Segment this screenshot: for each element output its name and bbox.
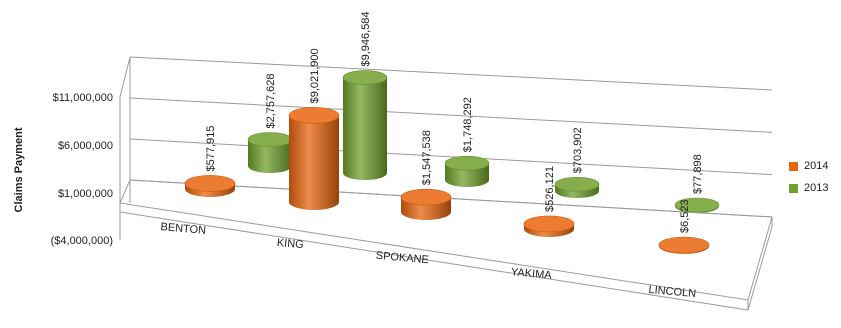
data-label-2014-spokane: $1,547,538 bbox=[421, 130, 433, 185]
bar-top-2013-lincoln bbox=[674, 197, 720, 213]
x-tick-label: YAKIMA bbox=[510, 266, 552, 282]
y-tick-label: $6,000,000 bbox=[58, 140, 113, 152]
wall-edge-top bbox=[119, 56, 131, 98]
data-label-2013-lincoln: $77,898 bbox=[692, 154, 704, 194]
bar-2013-benton bbox=[248, 139, 292, 173]
y-tick-label: $1,000,000 bbox=[58, 188, 113, 200]
legend-label-2014: 2014 bbox=[804, 160, 829, 172]
data-label-2014-benton: $577,915 bbox=[205, 126, 217, 172]
bar-2014-king bbox=[289, 115, 339, 210]
bar-top-2013-yakima bbox=[554, 176, 600, 192]
floor-edge-right bbox=[747, 226, 773, 311]
x-tick-label: BENTON bbox=[160, 221, 207, 237]
legend-item-2013: 2013 bbox=[789, 177, 828, 199]
data-label-2013-benton: $2,757,628 bbox=[265, 73, 277, 128]
bar-top-2014-benton bbox=[184, 175, 236, 192]
x-tick-label: KING bbox=[276, 237, 304, 251]
data-label-2013-spokane: $1,748,292 bbox=[462, 97, 474, 152]
y-tick-label: $11,000,000 bbox=[53, 92, 113, 104]
bar-top-2014-spokane bbox=[400, 188, 452, 206]
gridline bbox=[129, 97, 773, 133]
bar-top-2013-king bbox=[342, 70, 388, 85]
legend-swatch-2013 bbox=[789, 183, 798, 193]
legend-label-2013: 2013 bbox=[804, 182, 829, 194]
data-label-2013-king: $9,946,584 bbox=[360, 11, 372, 66]
bar-top-2014-lincoln bbox=[658, 236, 710, 254]
gridline bbox=[129, 56, 773, 91]
y-tick-label: ($4,000,000) bbox=[51, 235, 113, 247]
legend: 2014 2013 bbox=[789, 155, 828, 199]
x-tick-label: SPOKANE bbox=[375, 250, 429, 267]
y-axis-title: Claims Payment bbox=[13, 127, 25, 212]
gridline bbox=[129, 138, 773, 176]
floor-edge bbox=[119, 203, 749, 311]
data-label-2014-king: $9,021,900 bbox=[309, 48, 321, 103]
legend-item-2014: 2014 bbox=[789, 155, 828, 177]
data-label-2014-yakima: $526,121 bbox=[544, 166, 556, 212]
x-tick-label: LINCOLN bbox=[648, 284, 697, 300]
bar-2013-king bbox=[343, 77, 387, 180]
bar-top-2013-spokane bbox=[444, 155, 490, 171]
bar-top-2014-yakima bbox=[523, 215, 575, 233]
legend-swatch-2014 bbox=[789, 161, 798, 171]
bar-top-2014-king bbox=[288, 107, 340, 124]
bar-top-2013-benton bbox=[247, 132, 293, 147]
data-label-2014-lincoln: $6,523 bbox=[679, 199, 691, 233]
data-label-2013-yakima: $703,902 bbox=[572, 127, 584, 173]
